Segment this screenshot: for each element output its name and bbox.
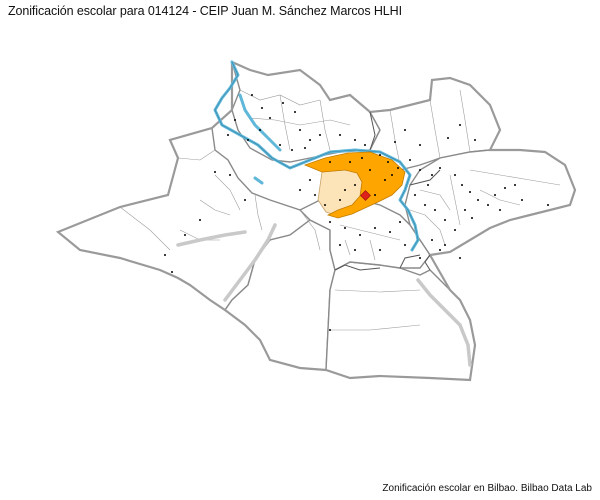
- railway-southeast: [416, 278, 472, 367]
- map-title: Zonificación escolar para 014124 - CEIP …: [8, 4, 402, 18]
- school-marker-icon[interactable]: [360, 190, 371, 201]
- railway-layer: [176, 223, 472, 367]
- river-branch: [238, 93, 282, 152]
- sections-layer: [334, 111, 441, 271]
- railway-west: [176, 230, 247, 247]
- zone-primary: [303, 151, 406, 219]
- districts-layer: [55, 60, 577, 382]
- points-layer: [164, 94, 549, 331]
- school-zones-layer: [303, 151, 406, 219]
- city-boundary: [55, 60, 577, 382]
- district-southeast: [325, 261, 476, 381]
- tracts-layer: [119, 89, 561, 331]
- river-layer: [213, 60, 420, 252]
- district-east: [404, 149, 576, 256]
- river-small: [253, 176, 264, 185]
- map-credit: Zonificación escolar en Bilbao. Bilbao D…: [382, 483, 592, 494]
- district-north: [230, 60, 381, 163]
- railway-south: [223, 223, 277, 302]
